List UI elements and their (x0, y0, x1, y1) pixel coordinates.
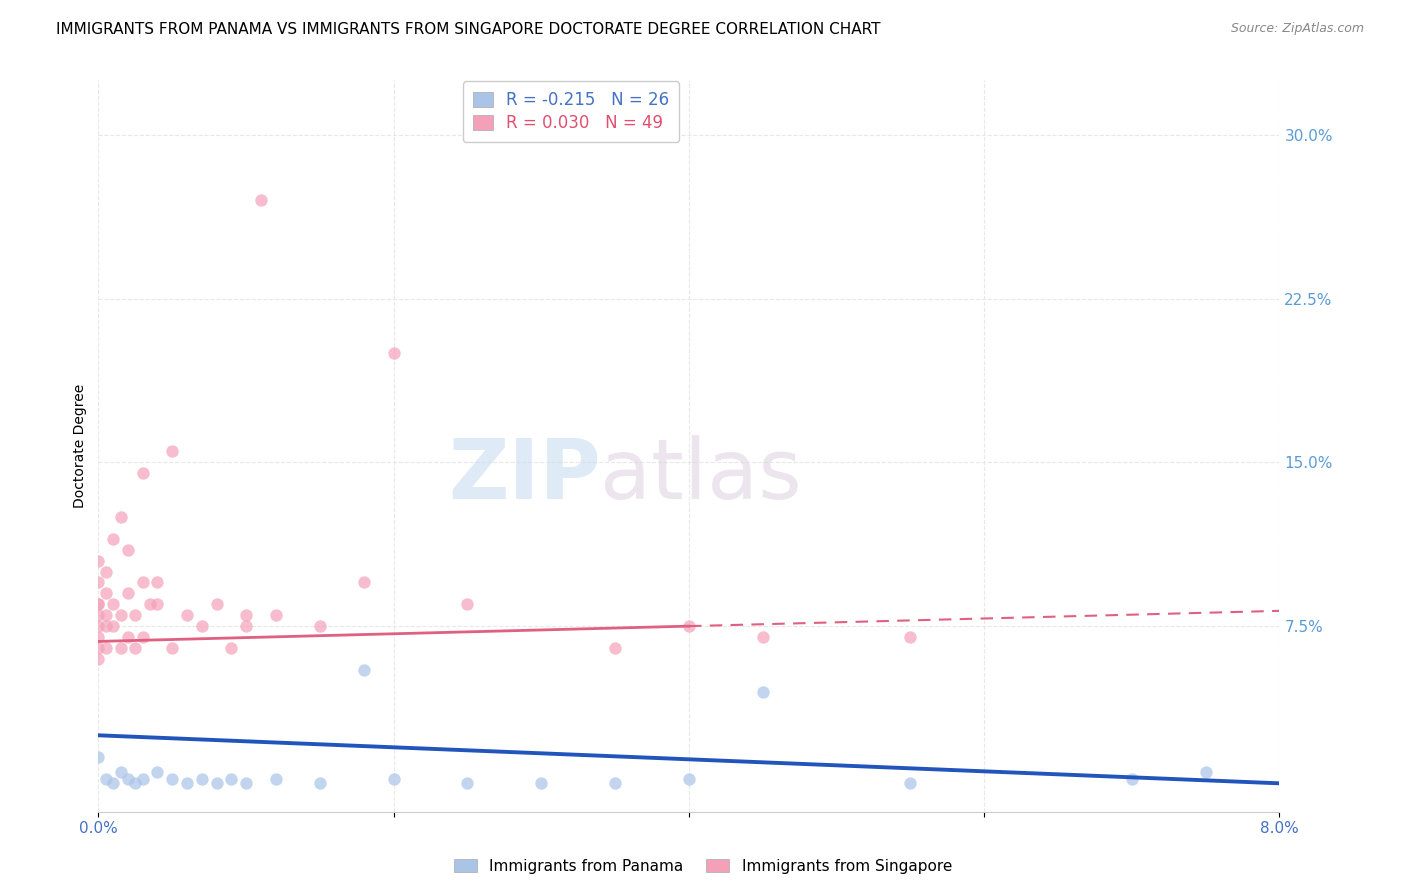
Point (752, 630, 775, 644)
Point (353, 663, 375, 677)
Point (309, 619, 332, 633)
Point (205, 776, 228, 790)
Point (87, 608, 110, 623)
Point (678, 619, 700, 633)
Point (457, 597, 479, 611)
Point (264, 772, 287, 786)
Legend: Immigrants from Panama, Immigrants from Singapore: Immigrants from Panama, Immigrants from … (449, 853, 957, 880)
Point (94, 772, 117, 786)
Point (87, 597, 110, 611)
Point (235, 608, 257, 623)
Point (900, 630, 922, 644)
Point (900, 776, 922, 790)
Point (132, 575, 155, 590)
Point (250, 194, 273, 208)
Point (176, 608, 198, 623)
Point (605, 776, 627, 790)
Point (205, 597, 228, 611)
Point (87, 652, 110, 666)
Point (146, 597, 169, 611)
Point (94, 640, 117, 655)
Point (235, 776, 257, 790)
Point (117, 542, 139, 557)
Point (264, 608, 287, 623)
Point (110, 765, 132, 780)
Point (103, 776, 125, 790)
Point (103, 597, 125, 611)
Text: Source: ZipAtlas.com: Source: ZipAtlas.com (1230, 22, 1364, 36)
Point (382, 772, 405, 786)
Point (87, 630, 110, 644)
Point (132, 772, 155, 786)
Point (1121, 772, 1143, 786)
Point (87, 597, 110, 611)
Text: ZIP: ZIP (449, 434, 600, 516)
Point (87, 619, 110, 633)
Point (309, 776, 332, 790)
Point (221, 772, 243, 786)
Point (1195, 765, 1218, 780)
Point (530, 776, 553, 790)
Point (752, 684, 775, 698)
Point (87, 554, 110, 568)
Text: IMMIGRANTS FROM PANAMA VS IMMIGRANTS FROM SINGAPORE DOCTORATE DEGREE CORRELATION: IMMIGRANTS FROM PANAMA VS IMMIGRANTS FRO… (56, 22, 880, 37)
Point (103, 619, 125, 633)
Point (678, 772, 700, 786)
Point (117, 630, 139, 644)
Point (132, 467, 155, 481)
Point (117, 772, 139, 786)
Point (162, 444, 183, 458)
Point (146, 575, 169, 590)
Point (87, 750, 110, 764)
Point (103, 532, 125, 546)
Point (146, 765, 169, 780)
Point (162, 772, 183, 786)
Point (110, 640, 132, 655)
Point (605, 640, 627, 655)
Text: atlas: atlas (600, 434, 801, 516)
Point (139, 597, 162, 611)
Y-axis label: Doctorate Degree: Doctorate Degree (73, 384, 87, 508)
Point (457, 776, 479, 790)
Legend: R = -0.215   N = 26, R = 0.030   N = 49: R = -0.215 N = 26, R = 0.030 N = 49 (463, 81, 679, 143)
Point (94, 619, 117, 633)
Point (176, 776, 198, 790)
Point (353, 575, 375, 590)
Point (221, 640, 243, 655)
Point (94, 565, 117, 579)
Point (110, 510, 132, 524)
Point (94, 608, 117, 623)
Point (87, 640, 110, 655)
Point (110, 608, 132, 623)
Point (124, 640, 146, 655)
Point (124, 776, 146, 790)
Point (162, 640, 183, 655)
Point (382, 346, 405, 360)
Point (124, 608, 146, 623)
Point (117, 586, 139, 600)
Point (235, 619, 257, 633)
Point (87, 575, 110, 590)
Point (191, 619, 214, 633)
Point (94, 586, 117, 600)
Point (132, 630, 155, 644)
Point (191, 772, 214, 786)
